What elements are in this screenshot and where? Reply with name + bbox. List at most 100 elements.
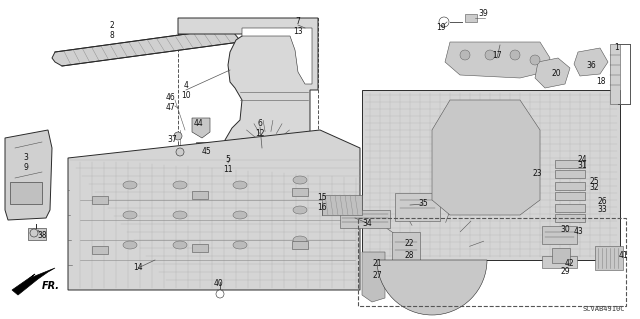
Text: 26: 26 <box>597 197 607 206</box>
Text: 31: 31 <box>577 161 587 170</box>
Ellipse shape <box>233 211 247 219</box>
Bar <box>10 182 42 204</box>
Bar <box>178 18 318 186</box>
Text: 9: 9 <box>24 164 28 173</box>
Circle shape <box>174 132 182 140</box>
Bar <box>92 196 108 204</box>
Circle shape <box>485 50 495 60</box>
Bar <box>292 241 308 249</box>
Bar <box>542 226 577 244</box>
Text: 23: 23 <box>532 169 542 179</box>
Bar <box>322 195 362 215</box>
Text: 41: 41 <box>618 250 628 259</box>
Polygon shape <box>362 90 620 260</box>
Bar <box>555 204 585 212</box>
Text: 3: 3 <box>24 153 28 162</box>
Polygon shape <box>535 58 570 88</box>
Bar <box>28 228 46 240</box>
Text: 28: 28 <box>404 250 413 259</box>
Bar <box>555 214 585 222</box>
Polygon shape <box>5 130 52 220</box>
Text: 22: 22 <box>404 240 413 249</box>
Text: 16: 16 <box>317 204 327 212</box>
Text: 39: 39 <box>478 10 488 19</box>
Text: 45: 45 <box>201 146 211 155</box>
Circle shape <box>510 50 520 60</box>
Text: 43: 43 <box>573 227 583 236</box>
Polygon shape <box>52 28 240 66</box>
Text: 33: 33 <box>597 205 607 214</box>
Text: 30: 30 <box>560 226 570 234</box>
Text: 46: 46 <box>166 93 176 102</box>
Polygon shape <box>192 118 210 138</box>
Text: 38: 38 <box>37 232 47 241</box>
Ellipse shape <box>293 236 307 244</box>
Circle shape <box>439 17 449 27</box>
Text: 14: 14 <box>133 263 143 272</box>
Wedge shape <box>377 260 487 315</box>
Text: 37: 37 <box>167 136 177 145</box>
Ellipse shape <box>123 181 137 189</box>
Polygon shape <box>178 18 318 180</box>
Text: 6: 6 <box>257 118 262 128</box>
Text: 15: 15 <box>317 194 327 203</box>
Polygon shape <box>362 252 385 302</box>
Bar <box>610 44 620 104</box>
Bar <box>92 246 108 254</box>
Bar <box>358 218 626 306</box>
Text: 35: 35 <box>418 199 428 209</box>
Text: 10: 10 <box>181 92 191 100</box>
Text: 42: 42 <box>564 258 574 268</box>
Text: 8: 8 <box>109 32 115 41</box>
Ellipse shape <box>293 206 307 214</box>
Ellipse shape <box>123 211 137 219</box>
Ellipse shape <box>233 181 247 189</box>
Bar <box>465 14 477 22</box>
Polygon shape <box>12 268 55 295</box>
Text: 7: 7 <box>296 17 300 26</box>
Text: 1: 1 <box>614 42 620 51</box>
Polygon shape <box>432 100 540 215</box>
Circle shape <box>30 229 38 237</box>
Circle shape <box>460 50 470 60</box>
Polygon shape <box>68 130 360 290</box>
Text: 18: 18 <box>596 77 605 85</box>
Circle shape <box>530 55 540 65</box>
Bar <box>395 193 440 221</box>
Text: 40: 40 <box>213 279 223 288</box>
Text: 20: 20 <box>551 69 561 78</box>
Wedge shape <box>240 148 296 176</box>
Ellipse shape <box>173 181 187 189</box>
Bar <box>555 182 585 190</box>
Text: 44: 44 <box>193 120 203 129</box>
Bar <box>595 246 623 270</box>
Bar <box>192 244 208 252</box>
Bar <box>340 210 390 228</box>
Bar <box>555 170 585 178</box>
Bar <box>292 188 308 196</box>
Polygon shape <box>196 142 212 158</box>
Text: 13: 13 <box>293 26 303 35</box>
Ellipse shape <box>173 211 187 219</box>
Circle shape <box>176 148 184 156</box>
Bar <box>392 232 420 264</box>
Text: 36: 36 <box>586 61 596 70</box>
Ellipse shape <box>123 241 137 249</box>
Text: 2: 2 <box>109 21 115 31</box>
Text: 5: 5 <box>225 154 230 164</box>
Text: 32: 32 <box>589 183 599 192</box>
Bar <box>555 192 585 200</box>
Text: 12: 12 <box>255 129 265 137</box>
Bar <box>552 248 570 263</box>
Text: 34: 34 <box>362 219 372 227</box>
Ellipse shape <box>173 241 187 249</box>
Text: 47: 47 <box>166 102 176 112</box>
Text: 19: 19 <box>436 23 446 32</box>
Text: 11: 11 <box>223 165 233 174</box>
Text: 17: 17 <box>492 51 502 61</box>
Text: 25: 25 <box>589 176 599 186</box>
Ellipse shape <box>233 241 247 249</box>
Ellipse shape <box>293 176 307 184</box>
Bar <box>192 191 208 199</box>
Polygon shape <box>445 42 550 78</box>
